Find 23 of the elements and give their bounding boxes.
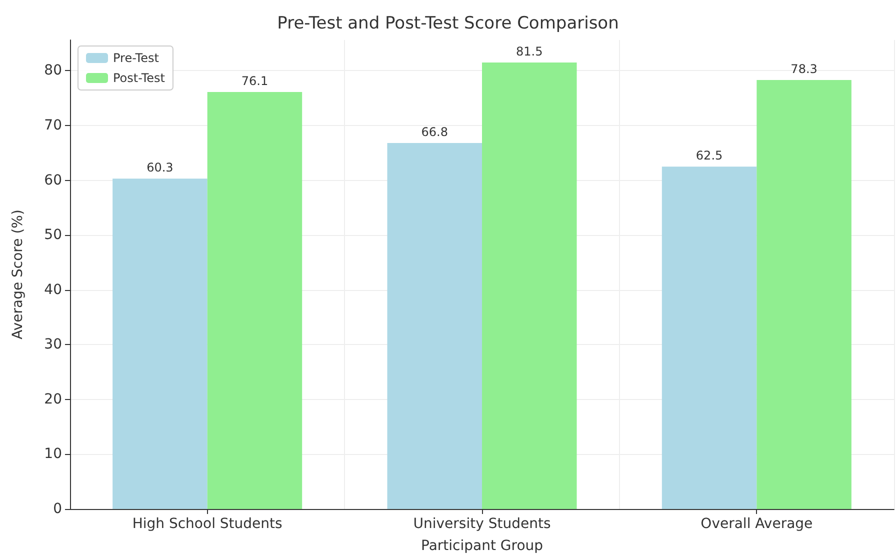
data-label: 60.3 bbox=[146, 160, 174, 175]
x-tick-label: Overall Average bbox=[700, 516, 813, 532]
data-label: 66.8 bbox=[421, 125, 448, 140]
y-tick-label: 10 bbox=[44, 446, 62, 462]
y-tick-label: 40 bbox=[44, 282, 62, 298]
data-label: 76.1 bbox=[241, 74, 268, 88]
data-label: 78.3 bbox=[790, 62, 818, 76]
legend-label: Pre-Test bbox=[113, 51, 160, 65]
y-tick-label: 30 bbox=[44, 336, 62, 353]
y-tick-label: 60 bbox=[44, 172, 62, 188]
y-tick-label: 20 bbox=[44, 391, 62, 408]
legend-label: Post-Test bbox=[113, 71, 166, 85]
x-tick-label: University Students bbox=[413, 516, 551, 532]
y-axis-title: Average Score (%) bbox=[10, 210, 26, 340]
x-tick-label: High School Students bbox=[132, 516, 282, 532]
y-tick-label: 80 bbox=[44, 62, 62, 79]
chart-title: Pre-Test and Post-Test Score Comparison bbox=[277, 14, 619, 34]
y-tick-label: 70 bbox=[44, 117, 62, 134]
y-tick-label: 0 bbox=[53, 501, 62, 517]
data-label: 81.5 bbox=[516, 44, 543, 58]
x-axis-title: Participant Group bbox=[420, 538, 544, 554]
data-label: 62.5 bbox=[696, 148, 723, 163]
y-tick-label: 50 bbox=[44, 227, 62, 244]
